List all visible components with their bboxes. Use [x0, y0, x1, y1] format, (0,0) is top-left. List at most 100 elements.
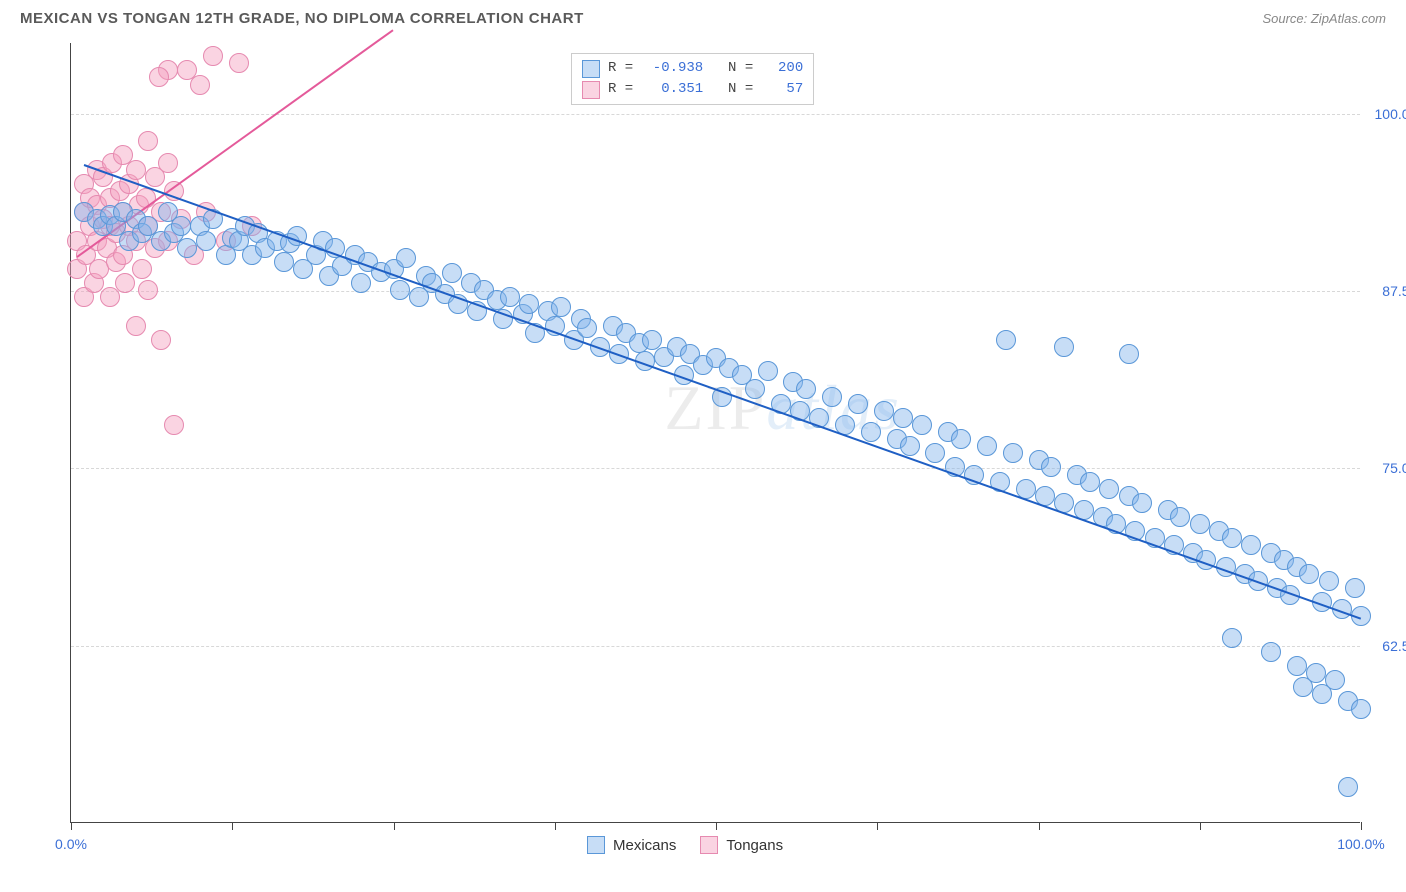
x-tick [71, 822, 72, 830]
legend-r-value: 0.351 [641, 79, 703, 100]
scatter-point [861, 422, 881, 442]
scatter-point [177, 238, 197, 258]
scatter-point [900, 436, 920, 456]
scatter-point [1003, 443, 1023, 463]
scatter-point [203, 46, 223, 66]
y-tick-label: 62.5% [1366, 638, 1406, 654]
scatter-point [1306, 663, 1326, 683]
legend-swatch [582, 60, 600, 78]
scatter-point [115, 273, 135, 293]
scatter-point [1170, 507, 1190, 527]
correlation-legend-row: R =-0.938 N =200 [582, 58, 803, 79]
scatter-point [126, 316, 146, 336]
scatter-point [171, 216, 191, 236]
scatter-point [149, 67, 169, 87]
x-tick-label: 100.0% [1337, 836, 1384, 852]
scatter-point [519, 294, 539, 314]
scatter-point [396, 248, 416, 268]
correlation-legend: R =-0.938 N =200R =0.351 N =57 [571, 53, 814, 105]
scatter-point [390, 280, 410, 300]
series-legend-label: Tongans [726, 837, 783, 854]
legend-swatch [587, 836, 605, 854]
chart-header: MEXICAN VS TONGAN 12TH GRADE, NO DIPLOMA… [0, 0, 1406, 33]
legend-swatch [700, 836, 718, 854]
scatter-point [1338, 777, 1358, 797]
scatter-point [912, 415, 932, 435]
y-tick-label: 87.5% [1366, 283, 1406, 299]
legend-n-label: N = [711, 79, 753, 100]
scatter-point [951, 429, 971, 449]
scatter-point [925, 443, 945, 463]
series-legend-item: Mexicans [587, 836, 676, 854]
x-tick [1200, 822, 1201, 830]
scatter-point [1099, 479, 1119, 499]
gridline [71, 114, 1360, 115]
scatter-point [190, 75, 210, 95]
scatter-point [158, 153, 178, 173]
scatter-point [1190, 514, 1210, 534]
scatter-point [642, 330, 662, 350]
legend-r-label: R = [608, 79, 633, 100]
chart-source: Source: ZipAtlas.com [1262, 11, 1386, 26]
scatter-point [1241, 535, 1261, 555]
gridline [71, 646, 1360, 647]
gridline [71, 291, 1360, 292]
scatter-point [132, 259, 152, 279]
x-tick [1039, 822, 1040, 830]
legend-r-label: R = [608, 58, 633, 79]
scatter-point [1054, 337, 1074, 357]
scatter-point [848, 394, 868, 414]
series-legend-item: Tongans [700, 836, 783, 854]
plot-region: ZIPatlas 62.5%75.0%87.5%100.0%0.0%100.0%… [70, 43, 1360, 823]
scatter-point [1287, 656, 1307, 676]
scatter-point [1132, 493, 1152, 513]
legend-r-value: -0.938 [641, 58, 703, 79]
scatter-point [551, 297, 571, 317]
scatter-point [1041, 457, 1061, 477]
scatter-point [1299, 564, 1319, 584]
x-tick [232, 822, 233, 830]
scatter-point [1351, 699, 1371, 719]
x-tick [394, 822, 395, 830]
x-tick [555, 822, 556, 830]
x-tick [716, 822, 717, 830]
scatter-point [577, 318, 597, 338]
scatter-point [822, 387, 842, 407]
scatter-point [1222, 628, 1242, 648]
scatter-point [1345, 578, 1365, 598]
correlation-legend-row: R = 0.351 N = 57 [582, 79, 803, 100]
scatter-point [1319, 571, 1339, 591]
scatter-point [229, 53, 249, 73]
scatter-point [138, 280, 158, 300]
gridline [71, 468, 1360, 469]
scatter-point [151, 330, 171, 350]
scatter-point [126, 160, 146, 180]
scatter-point [1080, 472, 1100, 492]
series-legend: Mexicans Tongans [587, 836, 783, 854]
scatter-point [796, 379, 816, 399]
series-legend-label: Mexicans [613, 837, 676, 854]
y-tick-label: 75.0% [1366, 460, 1406, 476]
scatter-point [351, 273, 371, 293]
scatter-point [274, 252, 294, 272]
scatter-point [164, 415, 184, 435]
scatter-point [1119, 344, 1139, 364]
scatter-point [100, 287, 120, 307]
scatter-point [758, 361, 778, 381]
x-tick [877, 822, 878, 830]
chart-title: MEXICAN VS TONGAN 12TH GRADE, NO DIPLOMA… [20, 10, 584, 27]
scatter-point [442, 263, 462, 283]
scatter-point [138, 131, 158, 151]
scatter-point [893, 408, 913, 428]
scatter-point [1222, 528, 1242, 548]
legend-n-value: 57 [761, 79, 803, 100]
y-tick-label: 100.0% [1366, 106, 1406, 122]
legend-swatch [582, 81, 600, 99]
scatter-point [1325, 670, 1345, 690]
legend-n-label: N = [711, 58, 753, 79]
scatter-point [996, 330, 1016, 350]
trend-line [84, 164, 1362, 620]
scatter-point [500, 287, 520, 307]
x-tick [1361, 822, 1362, 830]
scatter-point [977, 436, 997, 456]
